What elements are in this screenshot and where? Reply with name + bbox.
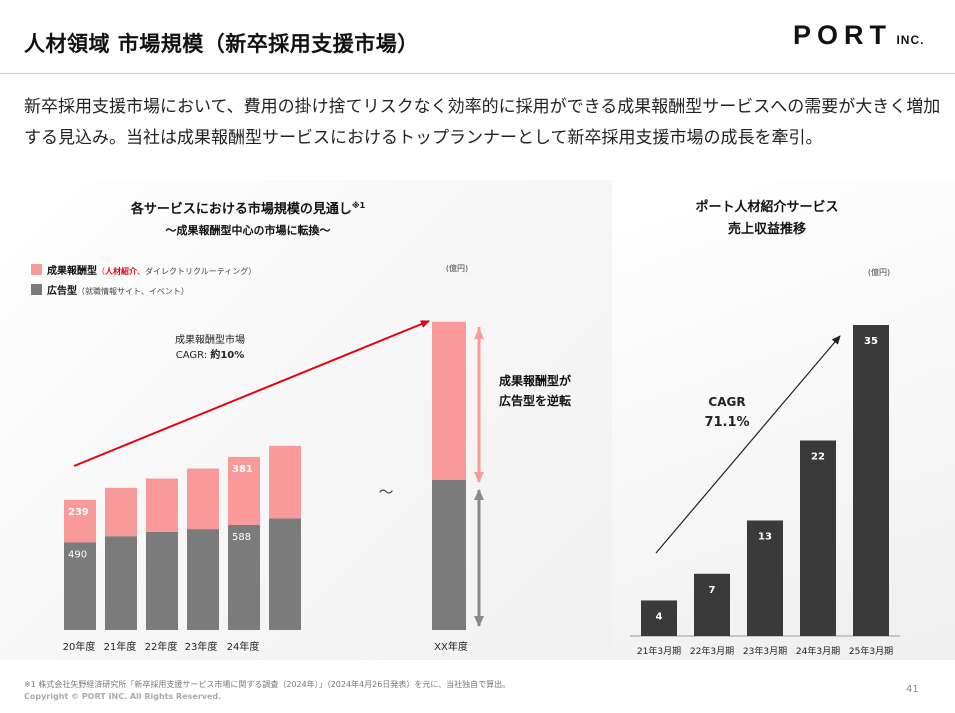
market-chart-title-note: ※1	[352, 200, 366, 210]
bar-performance-24年度	[228, 456, 260, 525]
market-cagr-prefix: CAGR:	[176, 350, 211, 361]
x-tick-25年3月期: 25年3月期	[849, 645, 893, 657]
data-label-revenue-22年3月期: 7	[709, 585, 716, 596]
bar-performance-22年度	[146, 478, 178, 532]
market-panel-background	[0, 180, 612, 660]
bar-advertising-21年度	[105, 536, 137, 630]
market-cagr-label: 成果報酬型市場	[175, 333, 245, 346]
revenue-cagr-label: CAGR	[708, 395, 745, 409]
x-tick-20年度: 20年度	[63, 640, 96, 653]
x-tick-24年3月期: 24年3月期	[796, 645, 840, 657]
legend-label-performance: 成果報酬型	[47, 264, 97, 277]
legend-label-advertising: 広告型	[47, 284, 77, 297]
market-chart-subtitle: ～成果報酬型中心の市場に転換～	[166, 223, 331, 237]
page-number: 41	[906, 684, 919, 695]
market-bars: 490 239 20年度 21年度 22年度 23年度 588 381 24年度 XX年度	[63, 321, 468, 653]
market-chart-title-text: 各サービスにおける市場規模の見通し	[130, 201, 352, 217]
bar-advertising-gap-5	[269, 518, 301, 630]
bar-performance-20年度	[64, 499, 96, 543]
x-tick-XX年度: XX年度	[434, 640, 468, 653]
legend-swatch-advertising	[31, 284, 42, 295]
copyright: Copyright © PORT INC. All Rights Reserve…	[24, 692, 222, 701]
revenue-bars: 4 21年3月期 7 22年3月期 13 23年3月期 22 24年3月期 35 25年3月期	[630, 325, 900, 657]
footnote: ※1 株式会社矢野経済研究所「新卒採用支援サービス市場に関する調査（2024年）…	[24, 680, 511, 689]
x-tick-21年度: 21年度	[104, 640, 137, 653]
legend-rest-performance: 、ダイレクトリクルーティング）	[137, 266, 256, 276]
market-unit-label: (億円)	[446, 263, 468, 273]
revenue-cagr-value: 71.1%	[704, 415, 749, 430]
port-logo: PORT INC.	[793, 20, 924, 51]
revenue-unit-label: (億円)	[868, 267, 890, 277]
data-label-revenue-23年3月期: 13	[758, 531, 772, 542]
bar-advertising-20年度	[64, 542, 96, 630]
bar-performance-23年度	[187, 468, 219, 530]
market-cagr-value: CAGR: 約10%	[176, 348, 245, 361]
legend-rest-advertising: 就職情報サイト、イベント）	[85, 286, 189, 296]
bar-advertising-23年度	[187, 529, 219, 630]
legend-prefix-performance: （	[97, 267, 105, 276]
legend-swatch-performance	[31, 264, 42, 275]
x-tick-23年3月期: 23年3月期	[743, 645, 787, 657]
logo-suffix: INC.	[896, 33, 925, 47]
x-tick-24年度: 24年度	[227, 640, 260, 653]
legend-prefix-advertising: （	[77, 287, 85, 296]
data-label-performance-20年度: 239	[68, 507, 89, 518]
title-divider	[0, 73, 955, 74]
bar-performance-XX年度	[432, 321, 466, 480]
revenue-chart-title-line1: ポート人材紹介サービス	[695, 199, 838, 215]
x-tick-22年3月期: 22年3月期	[690, 645, 734, 657]
lead-text: 新卒採用支援市場において、費用の掛け捨てリスクなく効率的に採用ができる成果報酬型…	[24, 97, 941, 148]
market-growth-arrow	[73, 320, 430, 467]
legend-entry-advertising: 広告型（就職情報サイト、イベント）	[47, 284, 189, 297]
reversal-callout-line1: 成果報酬型が	[499, 373, 571, 388]
x-tick-23年度: 23年度	[185, 640, 218, 653]
revenue-growth-arrow	[655, 335, 841, 554]
data-label-performance-24年度: 381	[232, 464, 253, 475]
legend-entry-performance: 成果報酬型（人材紹介、ダイレクトリクルーティング）	[47, 264, 256, 277]
page-title: 人材領域 市場規模（新卒採用支援市場）	[24, 32, 419, 56]
bar-performance-gap-5	[269, 445, 301, 519]
logo-wordmark: PORT	[793, 20, 893, 50]
data-label-advertising-20年度: 490	[68, 549, 87, 560]
reversal-callout-line2: 広告型を逆転	[499, 393, 571, 408]
bar-performance-21年度	[105, 487, 137, 537]
axis-gap-marker: ～	[378, 483, 393, 501]
bar-advertising-22年度	[146, 531, 178, 630]
data-label-revenue-25年3月期: 35	[864, 336, 878, 347]
market-chart-title: 各サービスにおける市場規模の見通し※1	[130, 200, 366, 217]
bar-revenue-22年3月期	[694, 573, 730, 636]
revenue-chart-title-line2: 売上収益推移	[728, 221, 806, 237]
data-label-revenue-21年3月期: 4	[656, 611, 663, 622]
bar-revenue-25年3月期	[853, 325, 889, 636]
bar-advertising-XX年度	[432, 479, 466, 630]
bar-advertising-24年度	[228, 524, 260, 630]
legend-highlight-performance: 人材紹介	[105, 266, 138, 276]
bar-revenue-23年3月期	[747, 520, 783, 636]
bar-revenue-21年3月期	[641, 600, 677, 636]
market-cagr-number: 約10%	[210, 348, 244, 361]
x-tick-21年3月期: 21年3月期	[637, 645, 681, 657]
bar-revenue-24年3月期	[800, 440, 836, 636]
revenue-panel-background	[612, 180, 955, 660]
data-label-revenue-24年3月期: 22	[811, 452, 825, 463]
data-label-advertising-24年度: 588	[232, 532, 251, 543]
x-tick-22年度: 22年度	[145, 640, 178, 653]
